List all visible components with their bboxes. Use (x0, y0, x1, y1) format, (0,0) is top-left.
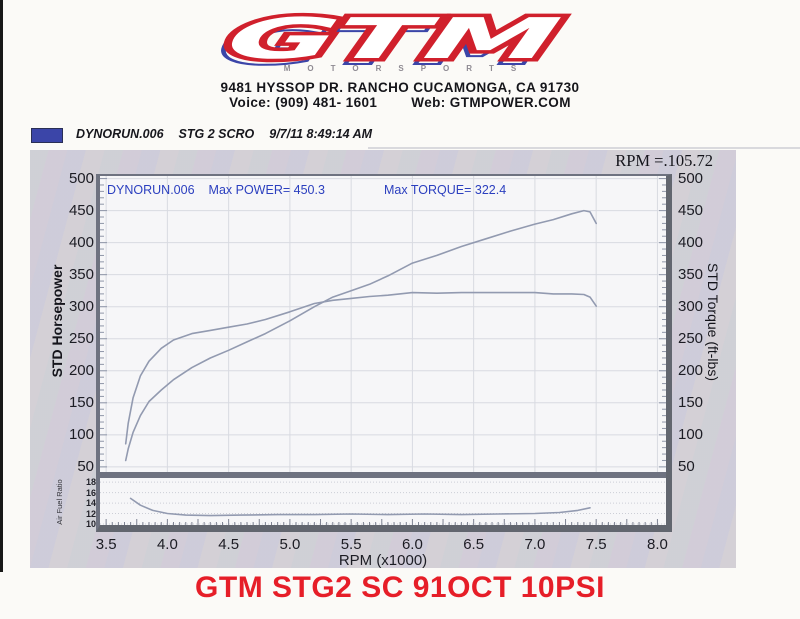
afr-tick-label: 12 (85, 508, 96, 519)
x-axis-tick-label: 6.5 (463, 536, 485, 553)
rpm-readout: RPM =.105.72 (615, 151, 713, 170)
right-axis-tick-label: 250 (678, 329, 704, 347)
x-axis-ticks: 3.5 4.0 4.5 5.0 5.5 6.0 6.5 7.0 7.5 8.0 (96, 536, 668, 554)
right-axis-tick-label: 350 (678, 265, 704, 283)
y-axis-tick-label: 150 (68, 393, 94, 411)
right-axis-tick-label: 500 (678, 169, 704, 187)
y-axis-tick-label: 400 (68, 233, 94, 251)
right-axis-tick-label: 50 (678, 457, 695, 475)
gtm-logo: GTM GTM (205, 3, 595, 78)
y-axis-tick-label: 350 (68, 265, 94, 283)
legend-run-line: DYNORUN.006 STG 2 SCRO 9/7/11 8:49:14 AM (76, 127, 372, 141)
y-axis-tick-label: 450 (68, 201, 94, 219)
gtm-logo-text: GTM (220, 7, 566, 72)
legend-run-file: DYNORUN.006 (76, 127, 164, 141)
left-axis-ticks: 500 450 400 350 300 250 200 150 100 50 (54, 170, 94, 475)
max-torque-annotation: Max TORQUE= 322.4 (384, 183, 506, 197)
y-axis-tick-label: 100 (68, 425, 94, 443)
x-axis-title: RPM (x1000) (338, 552, 428, 569)
shop-phone: Voice: (909) 481- 1601 (229, 95, 378, 110)
shop-contact: Voice: (909) 481- 1601 Web: GTMPOWER.COM (150, 95, 650, 110)
y-axis-tick-label: 50 (77, 457, 94, 475)
afr-axis-ticks: 18 16 14 12 10 (72, 477, 96, 529)
left-axis-title: STD Horsepower (49, 264, 65, 378)
y-axis-tick-label: 300 (68, 297, 94, 315)
max-power-annotation: DYNORUN.006 Max POWER= 450.3 (107, 183, 325, 197)
legend-run-timestamp: 9/7/11 8:49:14 AM (269, 127, 373, 141)
right-axis-title: STD Torque (ft-lbs) (705, 263, 721, 381)
gtm-logo-graphic: GTM GTM (211, 3, 570, 78)
y-axis-tick-label: 250 (68, 329, 94, 347)
power-curve (124, 209, 598, 462)
afr-curve (129, 497, 591, 517)
scan-edge-strip (0, 0, 3, 572)
legend-run-desc: STG 2 SCRO (178, 127, 255, 141)
scan-smudge-line (368, 147, 800, 149)
run-caption: GTM STG2 SC 91OCT 10PSI (195, 571, 605, 604)
logo-subtext: MOTORSPORTS (283, 64, 534, 73)
x-axis-tick-label: 3.5 (95, 536, 117, 553)
right-axis-tick-label: 450 (678, 201, 704, 219)
x-axis-tick-label: 6.0 (401, 536, 423, 553)
x-axis-tick-label: 8.0 (646, 536, 668, 553)
afr-tick-label: 14 (85, 498, 96, 509)
right-axis-tick-label: 300 (678, 297, 704, 315)
dyno-plot-frame (96, 174, 672, 532)
y-axis-tick-label: 500 (68, 169, 94, 187)
right-axis-tick-label: 400 (678, 233, 704, 251)
torque-curve (124, 291, 598, 445)
right-axis-tick-label: 150 (678, 393, 704, 411)
plot-divider-bar (100, 472, 666, 478)
afr-tick-label: 18 (85, 477, 96, 488)
right-axis-tick-label: 100 (678, 425, 704, 443)
right-axis-tick-label: 200 (678, 361, 704, 379)
y-axis-tick-label: 200 (68, 361, 94, 379)
x-axis-tick-label: 7.5 (585, 536, 607, 553)
x-axis-tick-label: 4.5 (218, 536, 240, 553)
shop-address: 9481 HYSSOP DR. RANCHO CUCAMONGA, CA 917… (220, 80, 580, 95)
main-plot-area (100, 176, 666, 472)
annotation-max-power-value: Max POWER= 450.3 (208, 183, 325, 197)
x-axis-tick-label: 5.5 (340, 536, 362, 553)
x-axis-tick-label: 4.0 (156, 536, 178, 553)
afr-plot-area (100, 481, 666, 525)
afr-tick-label: 10 (85, 518, 96, 529)
right-axis-ticks: 500 450 400 350 300 250 200 150 100 50 (678, 170, 718, 475)
afr-axis-title: Air Fuel Ratio (55, 479, 64, 525)
legend-swatch (31, 128, 63, 143)
afr-tick-label: 16 (85, 487, 96, 498)
annotation-max-torque-value: Max TORQUE= 322.4 (384, 183, 507, 197)
x-axis-tick-label: 7.0 (524, 536, 546, 553)
shop-website: Web: GTMPOWER.COM (411, 95, 571, 110)
x-axis-tick-label: 5.0 (279, 536, 301, 553)
annotation-run-file: DYNORUN.006 (107, 183, 195, 197)
gtm-logo-shadow-text: GTM (212, 13, 558, 76)
